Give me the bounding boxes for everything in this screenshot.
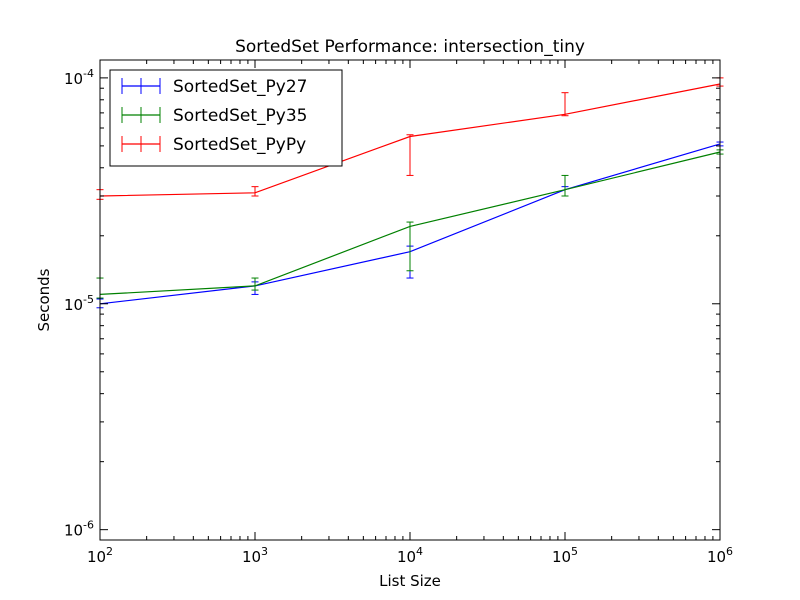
y-tick-label: 10-4 <box>64 67 94 88</box>
x-tick-label: 104 <box>397 545 423 566</box>
legend: SortedSet_Py27 SortedSet_Py35 SortedSet_Py… <box>109 69 343 167</box>
x-tick-label: 105 <box>552 545 578 566</box>
y-tick-label: 10-6 <box>64 519 94 540</box>
x-tick-label: 103 <box>242 545 268 566</box>
legend-label: SortedSet_Py27 <box>173 77 307 97</box>
x-tick-label: 106 <box>707 545 733 566</box>
x-axis-label: List Size <box>379 572 441 590</box>
chart-title: SortedSet Performance: intersection_tiny <box>235 37 585 57</box>
y-tick-label: 10-5 <box>64 293 94 314</box>
plot-frame <box>99 59 721 541</box>
y-axis-label: Seconds <box>35 268 53 331</box>
x-tick-label: 102 <box>87 545 113 566</box>
ticks-layer: 102 103 104 105 106 10-6 10-5 10-4 <box>64 60 733 566</box>
legend-label: SortedSet_Py35 <box>173 106 307 126</box>
legend-label: SortedSet_PyPy <box>173 135 306 155</box>
